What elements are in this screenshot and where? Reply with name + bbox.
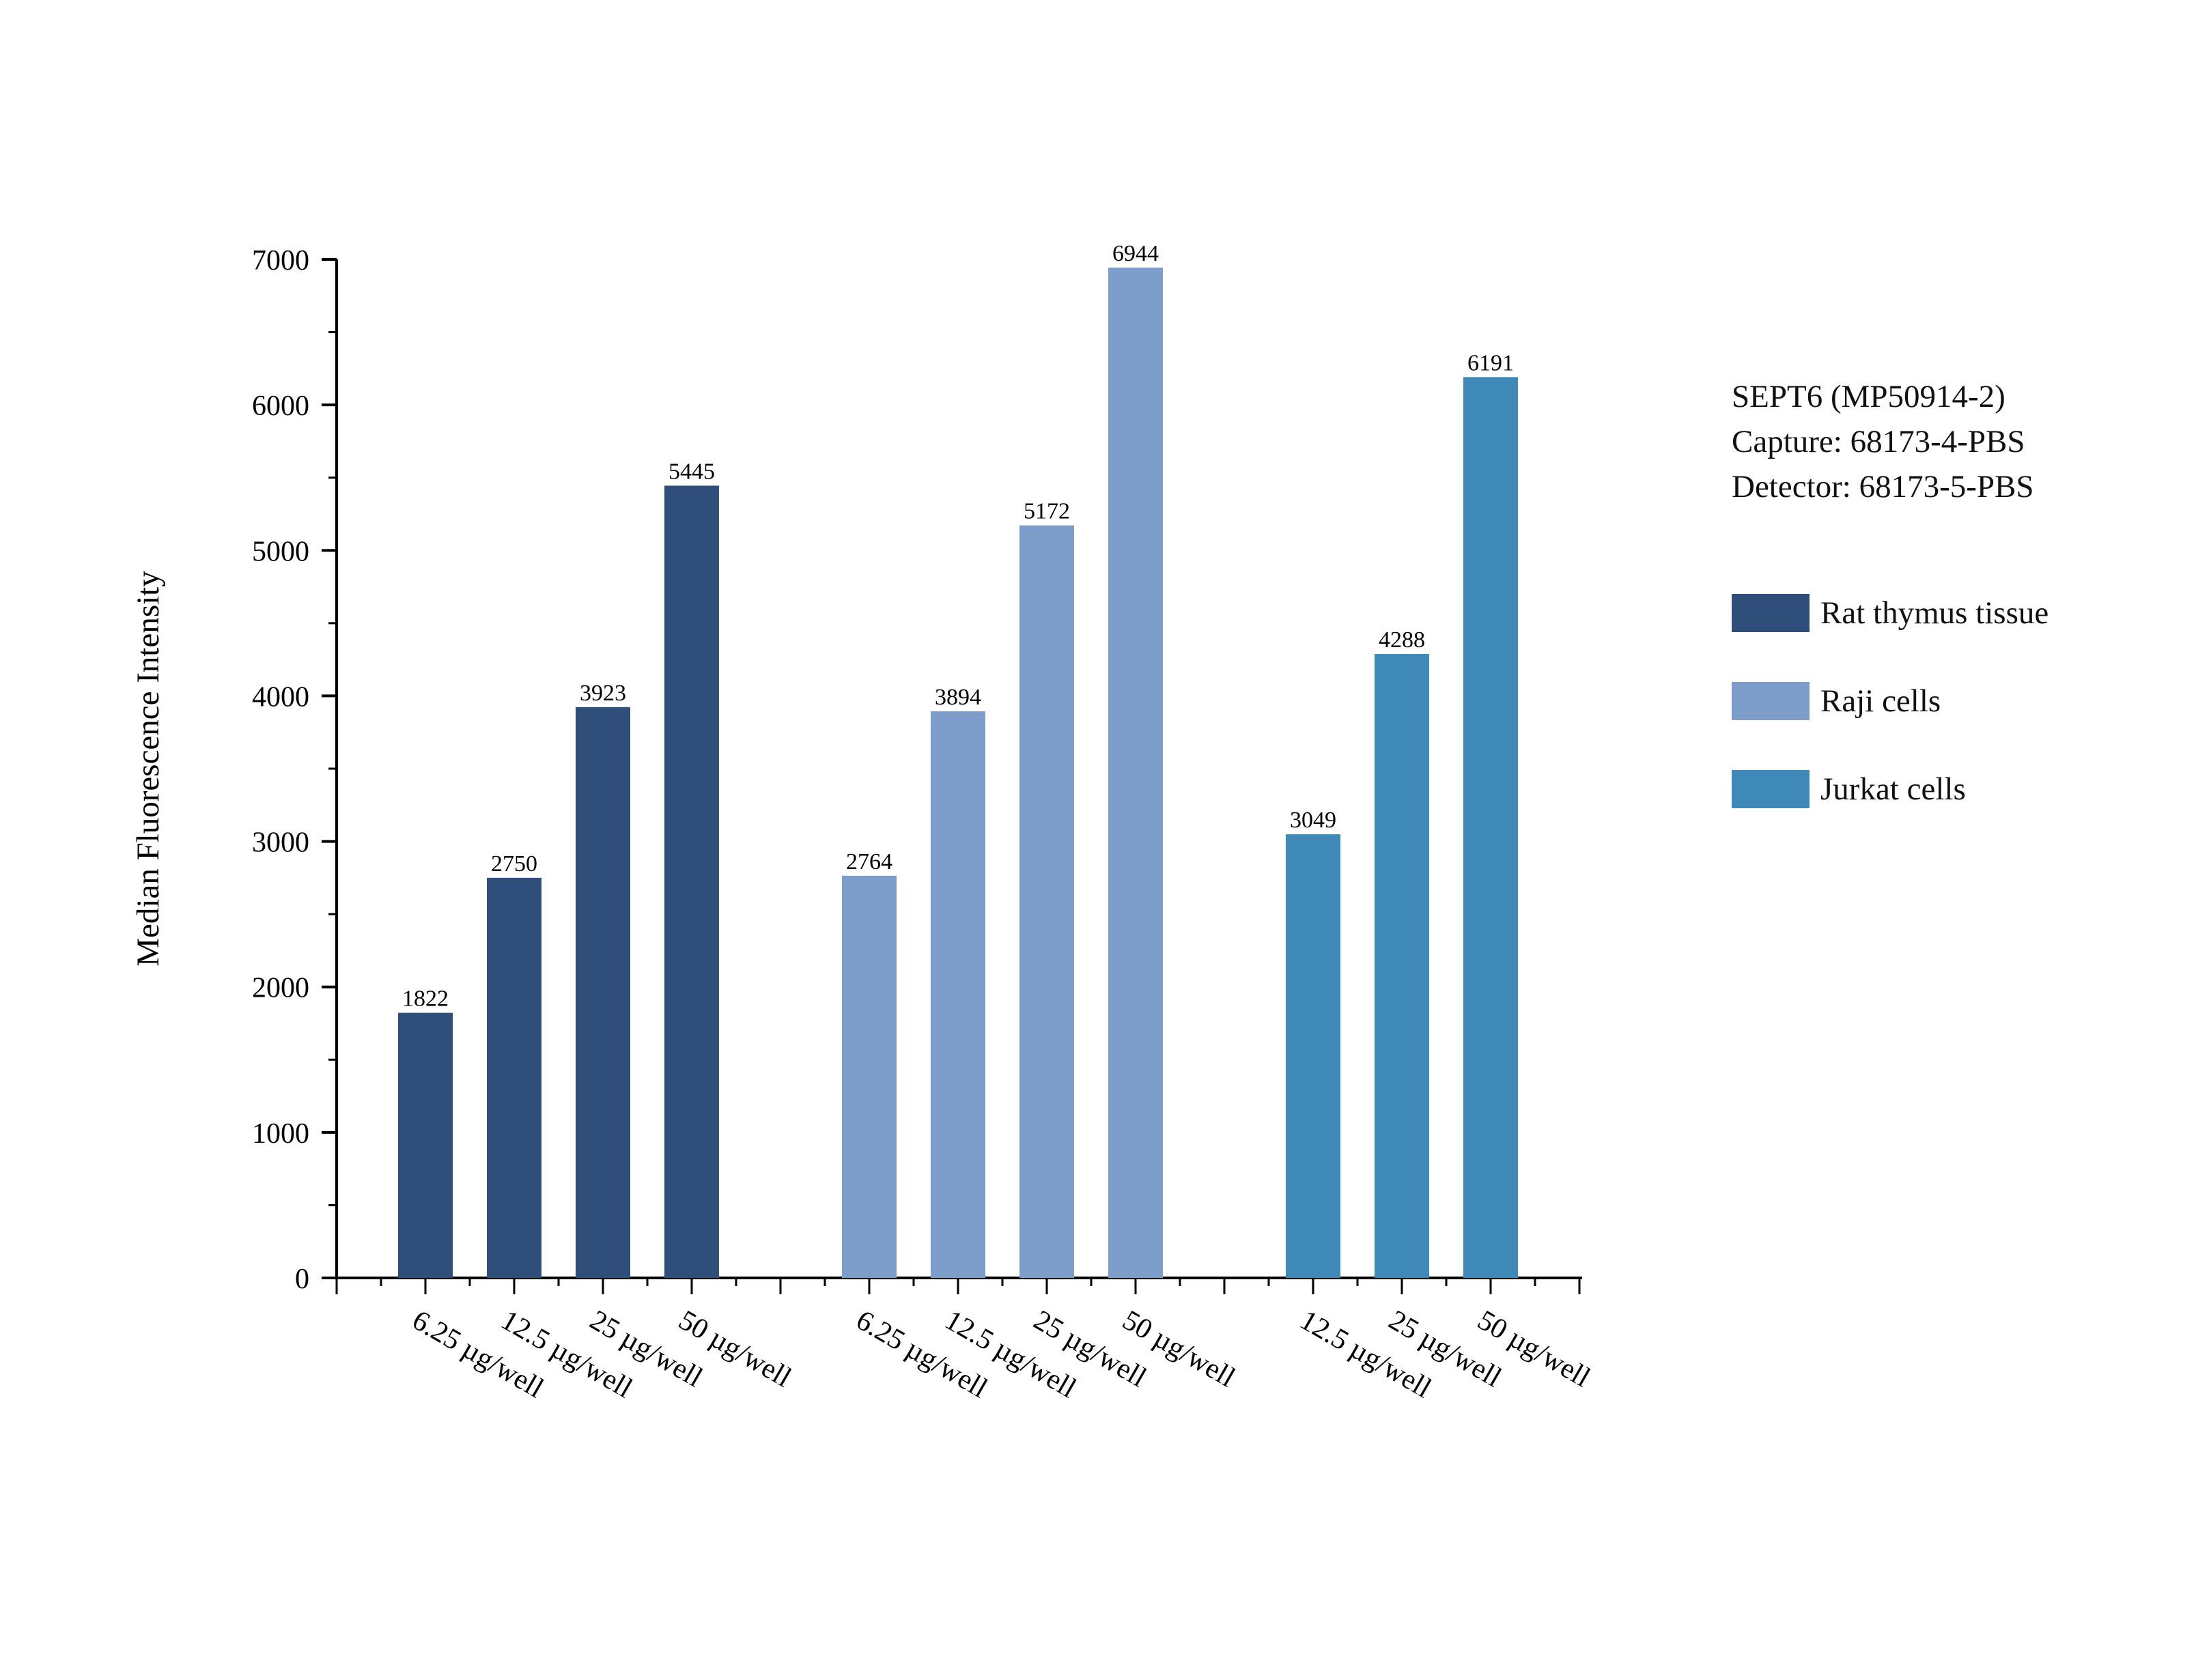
legend-title: SEPT6 (MP50914-2) Capture: 68173-4-PBS D… — [1732, 374, 2034, 509]
legend-item-rat-thymus: Rat thymus tissue — [1732, 594, 2049, 632]
bar-value-label: 4288 — [1379, 627, 1425, 653]
bar — [576, 707, 630, 1278]
legend-title-line: Detector: 68173-5-PBS — [1732, 469, 2034, 504]
bar — [1286, 834, 1340, 1278]
bar-value-label: 5172 — [1024, 499, 1070, 524]
legend-swatch — [1732, 594, 1810, 632]
bar-value-label: 3049 — [1290, 808, 1336, 833]
bar-value-label: 6944 — [1112, 241, 1159, 266]
legend: SEPT6 (MP50914-2) Capture: 68173-4-PBS D… — [1732, 374, 2049, 808]
bar-value-label: 5445 — [668, 459, 715, 484]
bar — [1375, 654, 1429, 1278]
legend-title-line: SEPT6 (MP50914-2) — [1732, 379, 2005, 414]
y-tick-label: 6000 — [252, 390, 309, 422]
y-tick-label: 2000 — [252, 973, 309, 1004]
y-tick-label: 4000 — [252, 681, 309, 713]
bar — [664, 485, 719, 1278]
legend-label: Rat thymus tissue — [1820, 595, 2049, 631]
y-tick-label: 5000 — [252, 536, 309, 567]
y-axis-label: Median Fluorescence Intensity — [130, 571, 166, 967]
bar — [1019, 525, 1074, 1278]
bar-value-label: 1822 — [402, 986, 449, 1012]
bar — [398, 1012, 453, 1278]
y-tick-label: 7000 — [252, 245, 309, 276]
legend-swatch — [1732, 682, 1810, 720]
legend-item-jurkat: Jurkat cells — [1732, 770, 1966, 808]
legend-label: Raji cells — [1820, 683, 1941, 719]
legend-label: Jurkat cells — [1820, 771, 1966, 807]
bar-value-label: 3894 — [935, 685, 981, 710]
bar-value-label: 6191 — [1467, 350, 1514, 375]
legend-swatch — [1732, 770, 1810, 808]
y-tick-label: 1000 — [252, 1118, 309, 1150]
bar — [487, 877, 541, 1278]
bar-value-label: 2750 — [491, 851, 537, 877]
bar — [1463, 377, 1518, 1278]
y-tick-label: 0 — [295, 1264, 309, 1295]
y-tick-label: 3000 — [252, 827, 309, 859]
bar — [931, 711, 985, 1278]
bar — [842, 875, 897, 1278]
legend-title-line: Capture: 68173-4-PBS — [1732, 424, 2025, 459]
bar-value-label: 2764 — [846, 849, 892, 874]
bar — [1108, 267, 1163, 1278]
bar-value-label: 3923 — [580, 681, 626, 706]
legend-item-raji: Raji cells — [1732, 682, 1941, 720]
